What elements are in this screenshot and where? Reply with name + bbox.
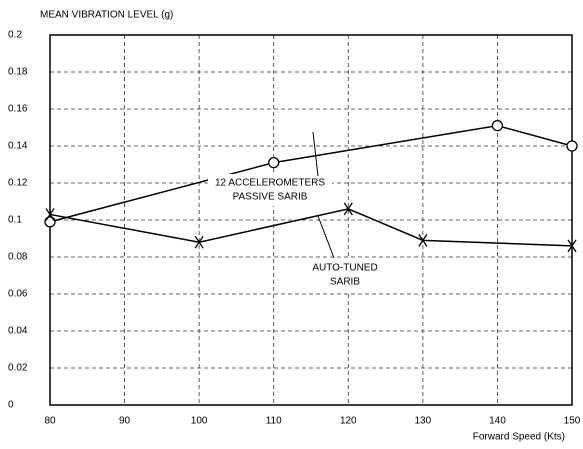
y-tick-label: 0.14 — [8, 141, 28, 152]
x-tick-label: 80 — [44, 416, 56, 427]
series-line — [49, 124, 573, 223]
y-tick-label: 0.08 — [8, 252, 28, 263]
x-tick-label: 140 — [489, 416, 506, 427]
y-tick-label: 0.04 — [8, 326, 28, 337]
y-tick-label: 0.02 — [8, 363, 28, 374]
marker — [343, 202, 353, 216]
series-line — [49, 208, 573, 247]
annotation: 12 ACCELEROMETERS — [215, 178, 325, 189]
y-tick-label: 0.16 — [8, 104, 28, 115]
annotation-bg — [208, 174, 332, 206]
annotation-leader — [317, 215, 335, 259]
x-tick-label: 150 — [564, 416, 581, 427]
annotation-leader — [312, 131, 319, 177]
marker — [566, 140, 578, 152]
annotation: PASSIVE SARIB — [233, 192, 308, 203]
x-tick-label: 120 — [340, 416, 357, 427]
marker — [45, 208, 55, 221]
marker — [418, 233, 428, 247]
y-tick-label: 0.06 — [8, 289, 28, 300]
y-tick-label: 0.1 — [8, 215, 22, 226]
marker — [194, 235, 204, 249]
y-tick-label: 0.18 — [8, 67, 28, 78]
x-axis-title: Forward Speed (Kts) — [473, 432, 565, 443]
marker — [268, 156, 280, 169]
x-tick-label: 100 — [191, 416, 208, 427]
y-axis-title: MEAN VIBRATION LEVEL (g) — [40, 10, 173, 21]
annotation-bg — [283, 259, 407, 291]
y-tick-label: 0.2 — [8, 30, 22, 41]
marker — [567, 239, 577, 253]
y-tick-label: 0.12 — [8, 178, 28, 189]
marker — [44, 216, 56, 228]
x-tick-label: 90 — [119, 416, 131, 427]
annotation: AUTO-TUNED — [312, 263, 377, 274]
annotation: SARIB — [330, 277, 360, 288]
y-tick-label: 0 — [8, 400, 14, 411]
x-tick-label: 110 — [266, 416, 282, 427]
marker — [491, 120, 504, 132]
x-tick-label: 130 — [415, 416, 432, 427]
